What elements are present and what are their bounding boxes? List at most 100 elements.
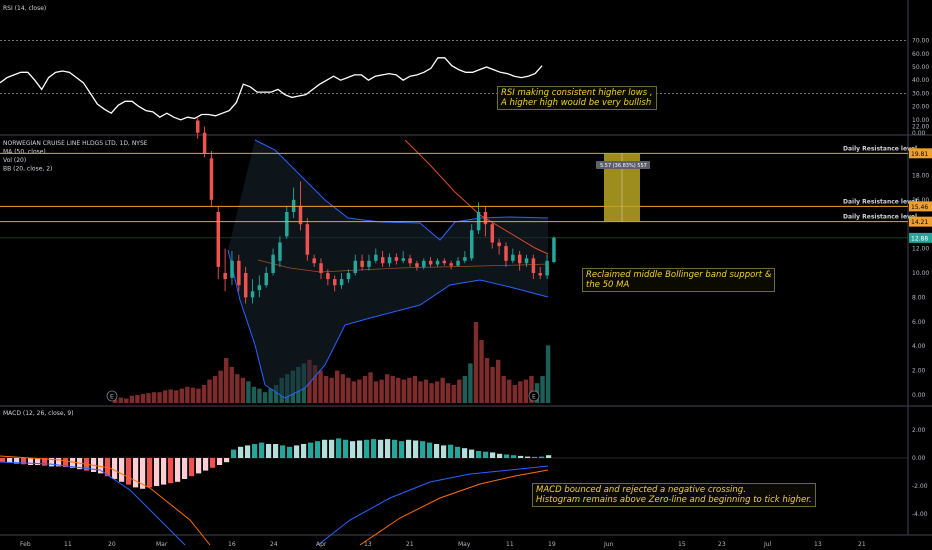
volume-bar — [162, 390, 168, 403]
macd-histogram-bar — [546, 455, 552, 458]
macd-histogram-bar — [483, 451, 489, 458]
candle-body — [497, 242, 501, 247]
macd-line — [0, 461, 186, 546]
macd-histogram-bar — [147, 458, 153, 488]
macd-histogram-bar — [245, 445, 251, 458]
time-tick-label: Jun — [603, 541, 614, 548]
macd-histogram-bar — [189, 458, 195, 477]
time-tick-label: 16 — [228, 541, 236, 548]
macd-histogram-bar — [28, 458, 34, 465]
volume-bar — [429, 383, 434, 403]
macd-histogram-bar — [259, 442, 265, 458]
candle-body — [531, 258, 536, 273]
rsi-tick-label: 10.00 — [912, 117, 929, 124]
candle-body — [319, 263, 323, 273]
resistance-label: Daily Resistance level — [843, 145, 917, 152]
candle-body — [415, 263, 419, 267]
volume-bar — [407, 377, 412, 403]
macd-histogram-bar — [378, 439, 384, 458]
volume-bar — [218, 370, 223, 403]
earnings-event-marker — [528, 390, 540, 402]
volume-bar — [157, 392, 162, 403]
candle-body — [422, 260, 426, 267]
candle-body — [367, 260, 371, 267]
bollinger-annotation-line-1: Reclaimed middle Bollinger band support … — [586, 270, 772, 280]
volume-bar — [140, 394, 146, 403]
macd-histogram-bar — [266, 444, 272, 458]
price-tick-label: 0.00 — [912, 392, 926, 399]
candle-body — [326, 273, 330, 280]
macd-histogram-bar — [203, 458, 209, 471]
bollinger-annotation-line-2: the 50 MA — [586, 280, 630, 290]
macd-tick-label: -2.00 — [912, 483, 928, 490]
volume-bar — [329, 377, 334, 403]
time-tick-label: May — [458, 541, 471, 548]
volume-bar — [179, 388, 184, 403]
macd-line-recovery — [317, 465, 549, 546]
time-tick-label: 23 — [718, 541, 726, 548]
candle-body — [360, 260, 364, 267]
candle-body — [394, 257, 399, 261]
price-tick-label: 22.00 — [912, 124, 929, 131]
volume-bar — [523, 379, 529, 403]
volume-bar — [340, 374, 345, 403]
volume-bar — [412, 376, 418, 403]
macd-histogram-bar — [504, 454, 510, 458]
macd-histogram-bar — [210, 458, 216, 468]
volume-bar — [346, 377, 351, 403]
macd-tick-label: 2.00 — [912, 427, 926, 434]
volume-bar — [318, 370, 323, 403]
volume-bar — [207, 379, 212, 403]
volume-bar — [268, 388, 273, 403]
macd-histogram-bar — [308, 442, 314, 458]
rsi-tick-label: 70.00 — [912, 38, 929, 45]
candle-body — [243, 273, 248, 298]
resistance-price-value: 14.21 — [911, 219, 928, 226]
macd-histogram-bar — [329, 439, 335, 458]
macd-histogram-bar — [364, 439, 370, 458]
macd-histogram-bar — [399, 441, 405, 458]
macd-histogram-bar — [126, 458, 132, 485]
candle-body — [339, 279, 344, 286]
macd-histogram-bar — [112, 458, 118, 479]
earnings-event-marker — [106, 390, 118, 402]
candle-body — [298, 205, 303, 225]
candle-body — [278, 242, 282, 261]
macd-tick-label: 0.00 — [912, 455, 926, 462]
candle-body — [209, 158, 214, 200]
candle-body — [312, 258, 316, 264]
macd-histogram-bar — [462, 448, 468, 458]
macd-histogram-bar — [119, 458, 125, 482]
candle-body — [230, 260, 234, 278]
volume-bar — [201, 385, 207, 403]
rsi-tick-label: 40.00 — [912, 77, 929, 84]
macd-histogram-bar — [35, 458, 41, 465]
resistance-label: Daily Resistance level — [843, 198, 917, 205]
bollinger-annotation: Reclaimed middle Bollinger band support … — [582, 268, 776, 292]
macd-histogram-bar — [294, 445, 300, 458]
candle-body — [408, 258, 412, 264]
volume-bar — [401, 379, 406, 403]
current-price-tag — [909, 232, 932, 243]
macd-histogram-bar — [525, 456, 531, 458]
candle-body — [346, 273, 351, 280]
candle-body — [435, 260, 440, 265]
candle-body — [223, 273, 227, 280]
macd-histogram-bar — [70, 458, 76, 468]
macd-histogram-bar — [231, 449, 237, 458]
candle-body — [374, 254, 378, 261]
volume-bar — [373, 381, 379, 403]
current-price-value: 12.88 — [911, 235, 928, 242]
volume-bar — [212, 376, 218, 403]
candle-body — [545, 260, 549, 276]
resistance-price-value: 15.46 — [911, 204, 928, 211]
rsi-line — [0, 57, 543, 121]
macd-annotation-line-2: Histogram remains above Zero-line and be… — [536, 495, 812, 505]
macd-histogram-bar — [490, 452, 496, 458]
volume-bar — [457, 379, 462, 403]
macd-histogram-bar — [273, 444, 279, 458]
volume-bar — [113, 399, 118, 403]
macd-histogram-bar — [154, 458, 160, 486]
candle-body — [524, 258, 529, 264]
